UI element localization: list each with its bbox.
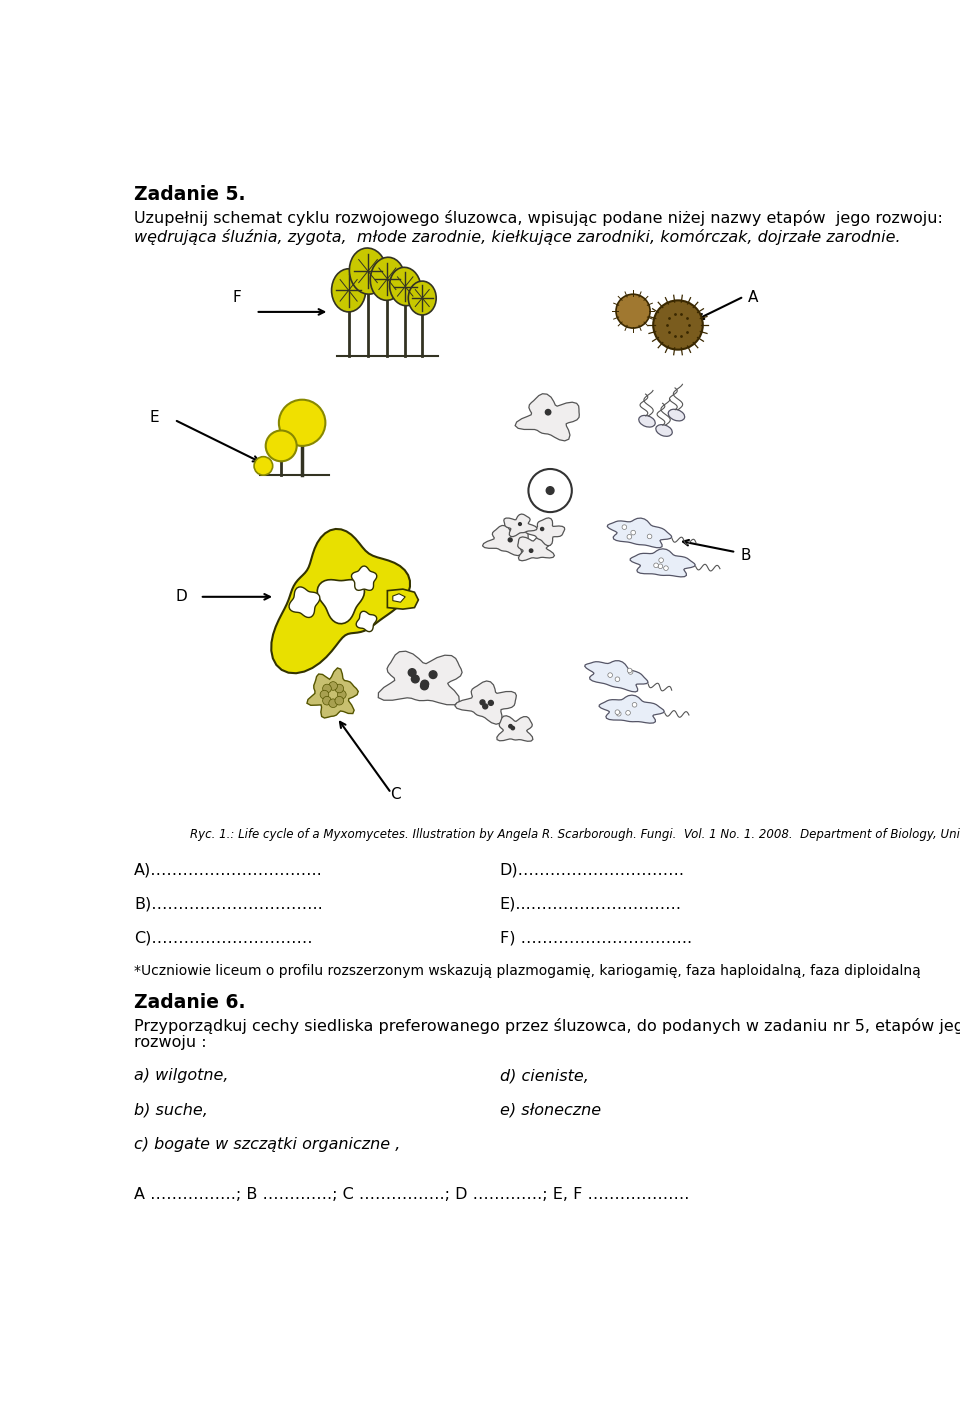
- Circle shape: [511, 727, 515, 730]
- Polygon shape: [516, 393, 579, 440]
- Circle shape: [480, 700, 485, 705]
- Circle shape: [545, 409, 551, 415]
- Circle shape: [540, 527, 543, 530]
- Circle shape: [647, 534, 652, 539]
- Circle shape: [328, 681, 338, 690]
- Ellipse shape: [371, 258, 404, 301]
- Polygon shape: [608, 519, 672, 547]
- Text: B: B: [740, 549, 751, 563]
- Circle shape: [335, 697, 344, 705]
- Circle shape: [323, 684, 331, 693]
- Text: Zadanie 6.: Zadanie 6.: [134, 993, 246, 1012]
- Circle shape: [658, 564, 662, 569]
- Text: A …………….; B ………….; C …………….; D ………….; E, F ……………….: A …………….; B ………….; C …………….; D ………….; E,…: [134, 1187, 689, 1203]
- Text: c) bogate w szczątki organiczne ,: c) bogate w szczątki organiczne ,: [134, 1137, 400, 1153]
- Text: A: A: [748, 291, 758, 305]
- Text: Uzupełnij schemat cyklu rozwojowego śluzowca, wpisując podane niżej nazwy etapów: Uzupełnij schemat cyklu rozwojowego śluz…: [134, 209, 943, 225]
- Circle shape: [328, 698, 338, 708]
- Polygon shape: [517, 536, 555, 561]
- Circle shape: [489, 701, 493, 705]
- Circle shape: [266, 430, 297, 462]
- Ellipse shape: [616, 294, 650, 328]
- Circle shape: [654, 563, 659, 567]
- Circle shape: [633, 703, 636, 707]
- Text: C: C: [390, 787, 400, 802]
- Circle shape: [615, 710, 620, 714]
- Circle shape: [627, 534, 632, 539]
- Polygon shape: [585, 661, 648, 693]
- Text: F) …………………………..: F) …………………………..: [500, 931, 692, 945]
- Text: Ryc. 1.: Life cycle of a Myxomycetes. Illustration by Angela R. Scarborough. Fun: Ryc. 1.: Life cycle of a Myxomycetes. Il…: [190, 828, 960, 841]
- Circle shape: [408, 668, 416, 677]
- Ellipse shape: [349, 248, 387, 294]
- Text: A)…………………………..: A)…………………………..: [134, 862, 323, 878]
- Text: *Uczniowie liceum o profilu rozszerzonym wskazują plazmogamię, kariogamię, faza : *Uczniowie liceum o profilu rozszerzonym…: [134, 965, 921, 978]
- Text: wędrująca śluźnia, zygota,  młode zarodnie, kiełkujące zarodniki, komórczak, doj: wędrująca śluźnia, zygota, młode zarodni…: [134, 229, 900, 245]
- Circle shape: [663, 566, 668, 570]
- Circle shape: [608, 673, 612, 677]
- Polygon shape: [378, 651, 462, 705]
- Text: B)…………………………..: B)…………………………..: [134, 896, 323, 912]
- Circle shape: [631, 530, 636, 534]
- Text: D: D: [176, 589, 187, 604]
- Circle shape: [626, 711, 631, 715]
- Circle shape: [338, 690, 347, 698]
- Polygon shape: [455, 681, 516, 724]
- Ellipse shape: [390, 268, 420, 306]
- Circle shape: [529, 549, 533, 553]
- Text: e) słoneczne: e) słoneczne: [500, 1103, 601, 1117]
- Ellipse shape: [638, 416, 656, 428]
- Circle shape: [509, 724, 513, 728]
- Polygon shape: [307, 668, 358, 718]
- Text: D)………………………….: D)………………………….: [500, 862, 684, 878]
- Polygon shape: [525, 517, 564, 546]
- Polygon shape: [356, 611, 376, 631]
- Circle shape: [508, 539, 512, 542]
- Ellipse shape: [653, 301, 703, 349]
- Circle shape: [615, 677, 620, 681]
- Text: C)…………………………: C)…………………………: [134, 931, 313, 945]
- Text: b) suche,: b) suche,: [134, 1103, 207, 1117]
- Circle shape: [254, 456, 273, 475]
- Circle shape: [627, 668, 632, 673]
- Polygon shape: [504, 514, 537, 537]
- Circle shape: [518, 523, 521, 526]
- Polygon shape: [393, 594, 405, 603]
- Polygon shape: [289, 587, 320, 617]
- Ellipse shape: [668, 409, 684, 420]
- Polygon shape: [599, 695, 664, 722]
- Text: Zadanie 5.: Zadanie 5.: [134, 185, 246, 204]
- Ellipse shape: [331, 269, 366, 312]
- Polygon shape: [272, 529, 410, 673]
- Text: rozwoju :: rozwoju :: [134, 1035, 206, 1050]
- Circle shape: [412, 675, 420, 683]
- Ellipse shape: [656, 425, 672, 436]
- Circle shape: [616, 711, 621, 715]
- Text: Przyporządkuj cechy siedliska preferowanego przez śluzowca, do podanych w zadani: Przyporządkuj cechy siedliska preferowan…: [134, 1017, 960, 1035]
- Circle shape: [320, 690, 328, 698]
- Circle shape: [628, 670, 633, 674]
- Polygon shape: [483, 526, 528, 556]
- Text: E)...……………………….: E)...……………………….: [500, 896, 682, 912]
- Circle shape: [429, 671, 437, 678]
- Polygon shape: [630, 549, 695, 577]
- Circle shape: [323, 697, 331, 705]
- Circle shape: [278, 399, 325, 446]
- Ellipse shape: [408, 281, 436, 315]
- Polygon shape: [497, 715, 533, 741]
- Circle shape: [420, 683, 428, 690]
- Polygon shape: [388, 589, 419, 608]
- Polygon shape: [317, 580, 365, 624]
- Text: d) cieniste,: d) cieniste,: [500, 1069, 588, 1083]
- Circle shape: [335, 684, 344, 693]
- Text: F: F: [232, 291, 241, 305]
- Circle shape: [483, 704, 488, 708]
- Circle shape: [546, 487, 554, 494]
- Text: a) wilgotne,: a) wilgotne,: [134, 1069, 228, 1083]
- Circle shape: [420, 680, 428, 688]
- Circle shape: [659, 557, 663, 563]
- Circle shape: [622, 524, 627, 530]
- Polygon shape: [351, 566, 377, 590]
- Text: E: E: [150, 410, 159, 425]
